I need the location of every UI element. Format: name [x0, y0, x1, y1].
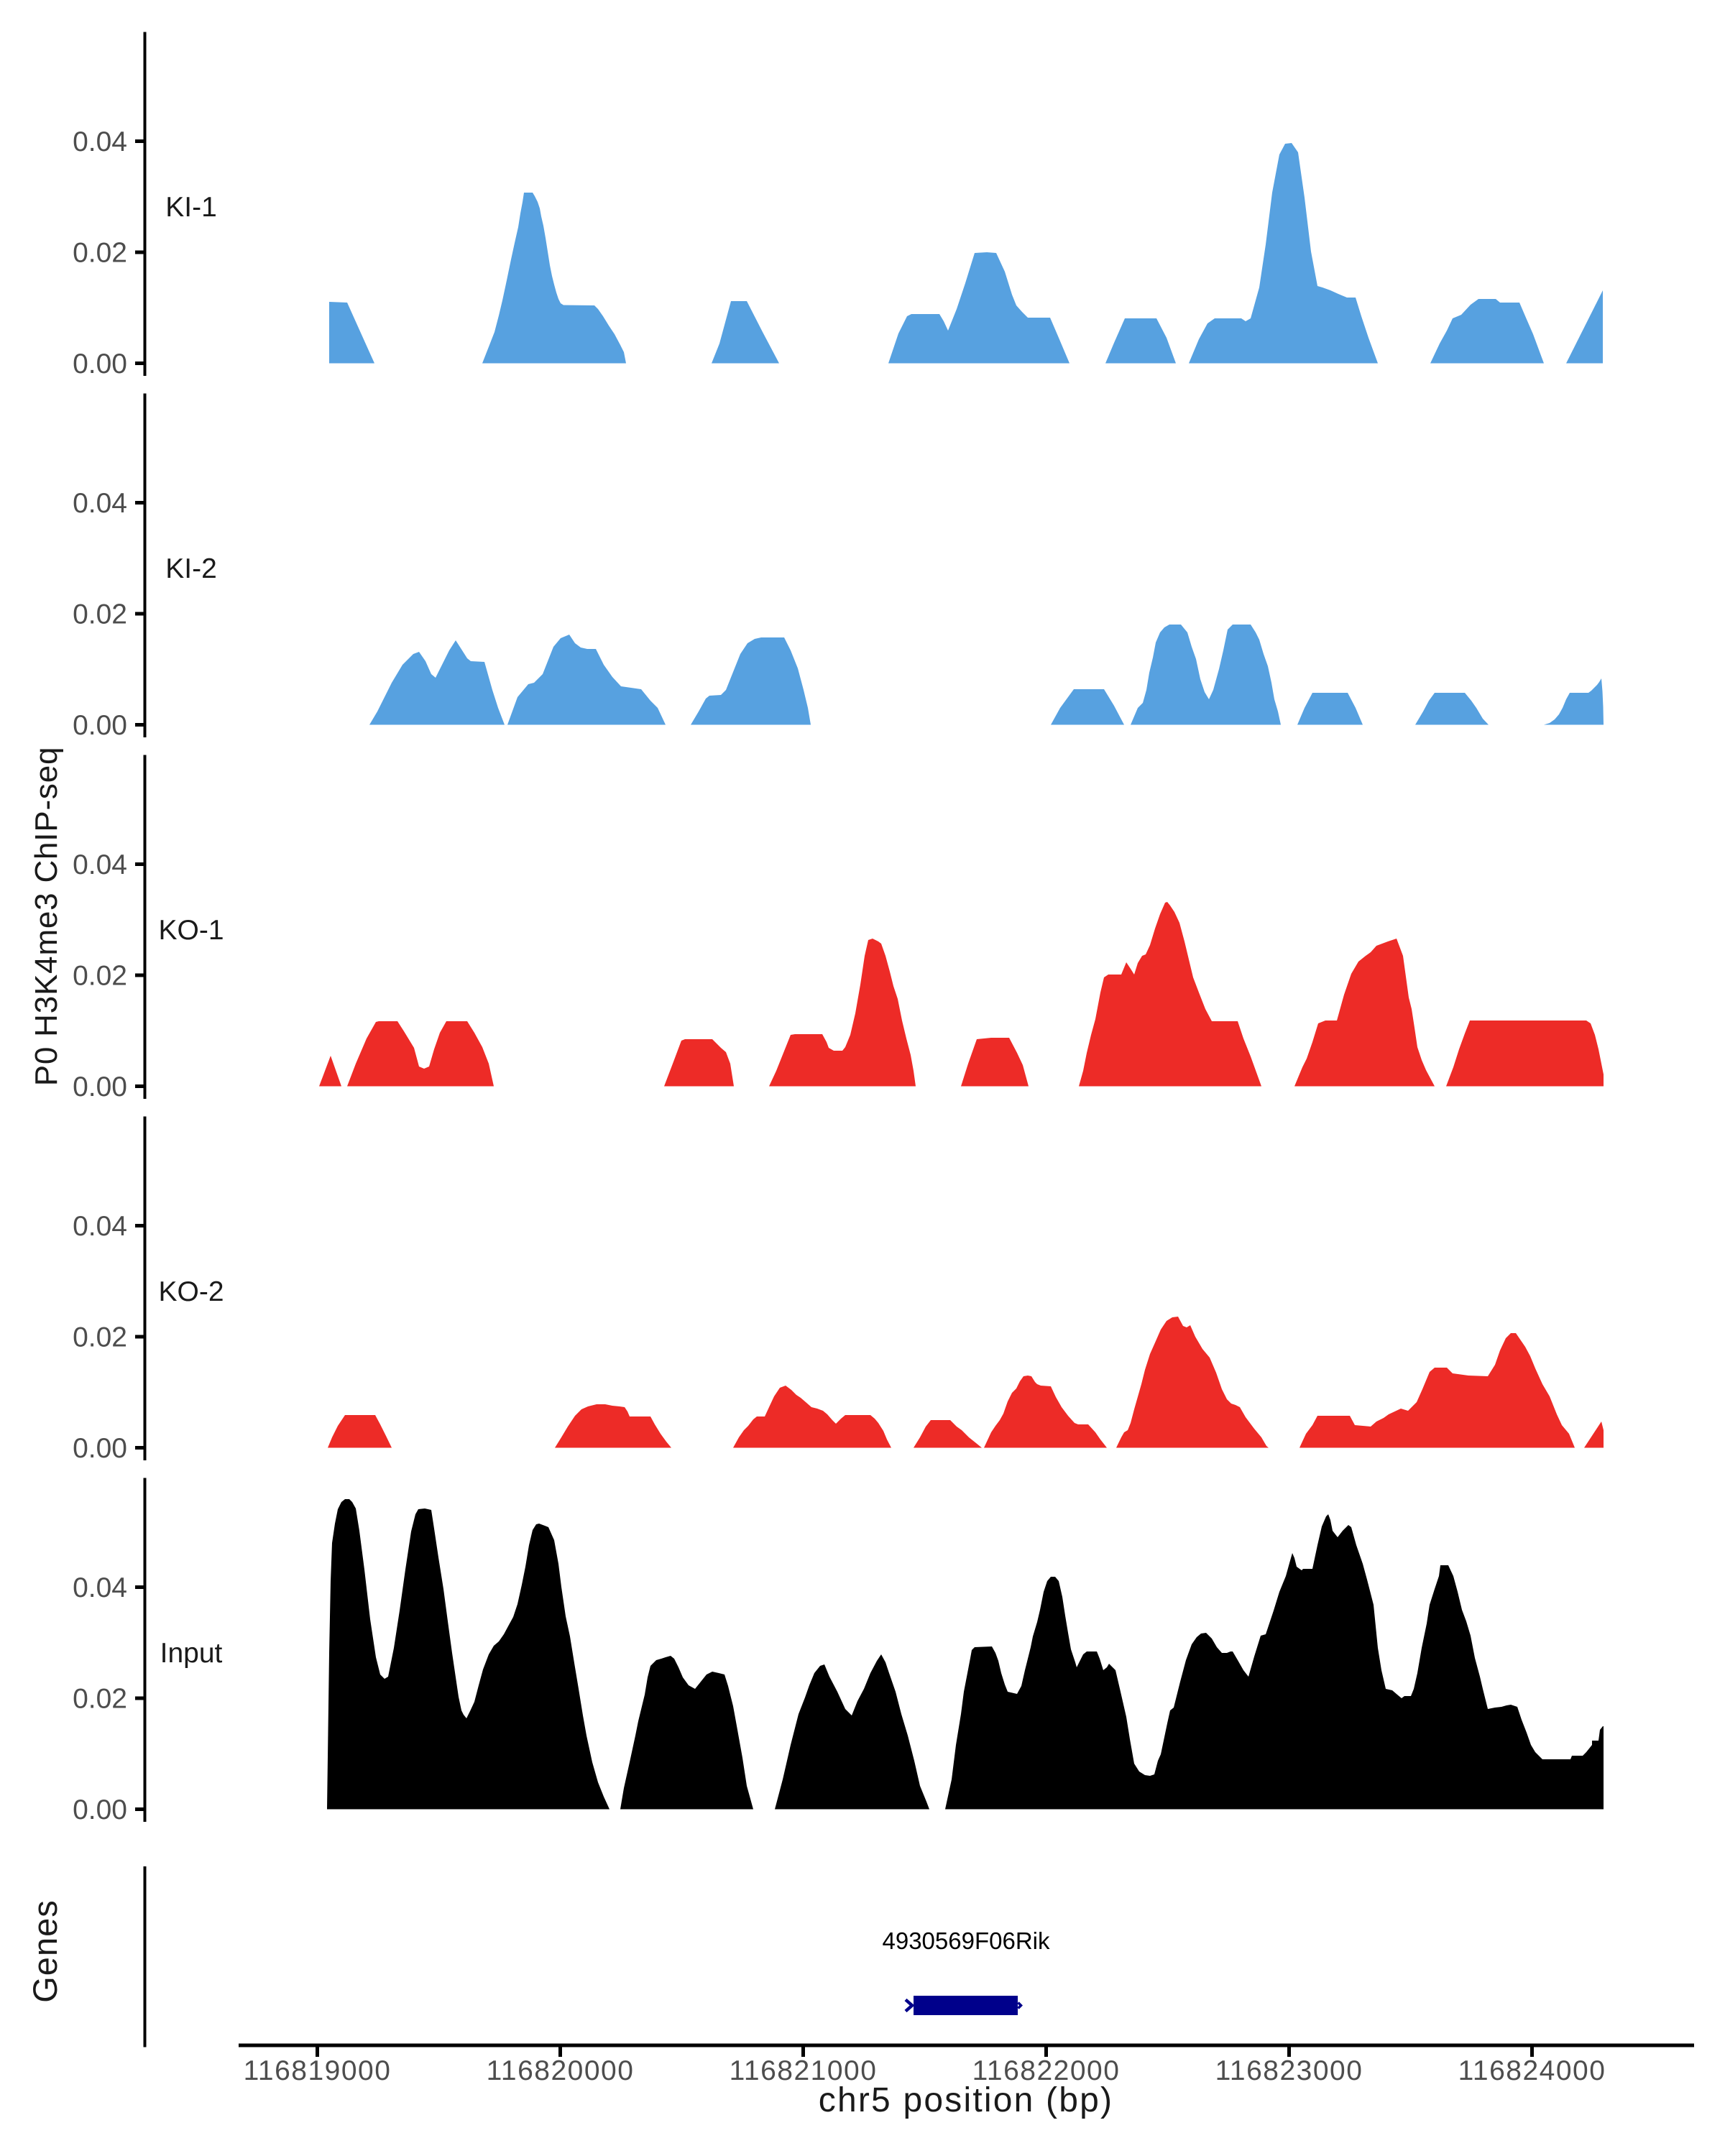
- svg-text:116821000: 116821000: [730, 2055, 878, 2086]
- svg-text:KI-1: KI-1: [165, 192, 217, 223]
- svg-text:KO-2: KO-2: [158, 1276, 224, 1307]
- svg-text:P0 H3K4me3 ChIP-seq: P0 H3K4me3 ChIP-seq: [29, 747, 64, 1087]
- svg-text:KO-1: KO-1: [158, 915, 224, 946]
- svg-text:Genes: Genes: [26, 1899, 64, 2002]
- svg-text:0.02: 0.02: [73, 238, 127, 269]
- svg-text:0.00: 0.00: [73, 1795, 127, 1825]
- svg-text:0.04: 0.04: [73, 488, 127, 519]
- svg-text:KI-2: KI-2: [165, 553, 217, 584]
- svg-text:116823000: 116823000: [1215, 2055, 1363, 2086]
- svg-text:0.02: 0.02: [73, 961, 127, 992]
- svg-text:0.02: 0.02: [73, 599, 127, 630]
- svg-text:116824000: 116824000: [1458, 2055, 1606, 2086]
- svg-text:0.00: 0.00: [73, 710, 127, 741]
- svg-text:116820000: 116820000: [487, 2055, 635, 2086]
- svg-text:0.04: 0.04: [73, 1572, 127, 1603]
- svg-text:4930569F06Rik: 4930569F06Rik: [883, 1927, 1050, 1954]
- svg-text:116822000: 116822000: [972, 2055, 1121, 2086]
- svg-text:0.04: 0.04: [73, 849, 127, 880]
- svg-text:116819000: 116819000: [244, 2055, 392, 2086]
- svg-text:chr5 position (bp): chr5 position (bp): [819, 2081, 1113, 2119]
- svg-text:0.00: 0.00: [73, 1433, 127, 1464]
- svg-text:Input: Input: [160, 1638, 223, 1669]
- svg-text:0.04: 0.04: [73, 1211, 127, 1242]
- svg-text:0.00: 0.00: [73, 1072, 127, 1102]
- svg-text:0.00: 0.00: [73, 349, 127, 379]
- svg-text:0.02: 0.02: [73, 1322, 127, 1353]
- svg-text:0.04: 0.04: [73, 126, 127, 157]
- svg-text:0.02: 0.02: [73, 1684, 127, 1715]
